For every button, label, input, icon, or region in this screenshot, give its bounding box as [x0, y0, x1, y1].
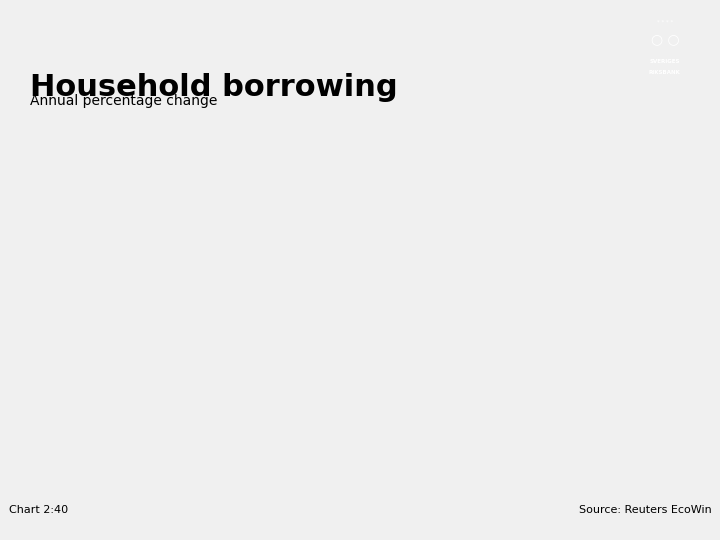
Text: ○ ○: ○ ○: [651, 32, 679, 46]
Text: SVERIGES: SVERIGES: [649, 59, 680, 64]
Text: Household borrowing: Household borrowing: [30, 73, 398, 102]
Text: Annual percentage change: Annual percentage change: [30, 94, 217, 109]
Text: * * * *: * * * *: [657, 19, 673, 24]
Text: Chart 2:40: Chart 2:40: [9, 505, 68, 515]
Text: Source: Reuters EcoWin: Source: Reuters EcoWin: [579, 505, 711, 515]
Text: RIKSBANK: RIKSBANK: [649, 70, 681, 75]
